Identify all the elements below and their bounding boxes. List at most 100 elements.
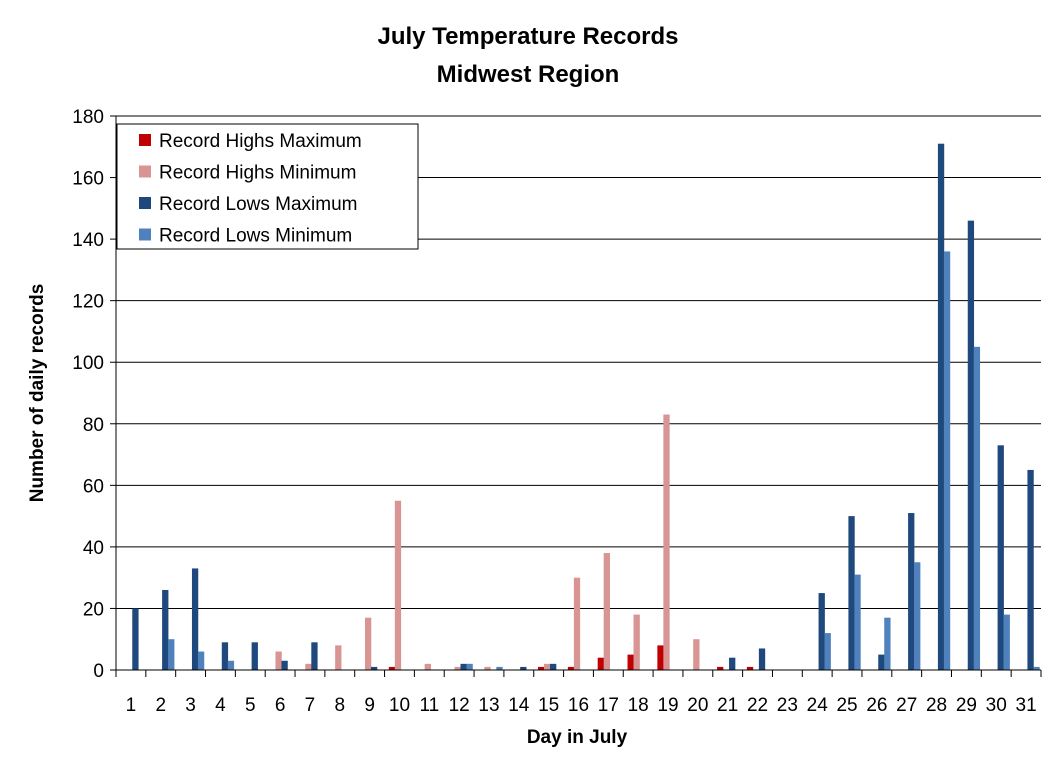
bar: [460, 663, 467, 670]
bar: [627, 654, 634, 670]
y-tick-labels: 0 20 40 60 80 100 120 140 160 180: [72, 107, 104, 682]
bar: [227, 660, 235, 670]
x-tick-label: 2: [155, 695, 166, 716]
y-tick-label: 40: [83, 538, 104, 559]
x-tick-label: 9: [364, 695, 375, 716]
bar: [878, 654, 885, 670]
bar: [162, 589, 169, 670]
x-tick-label: 6: [275, 695, 286, 716]
bar: [693, 639, 700, 670]
x-tick-label: 19: [657, 695, 678, 716]
bar: [973, 346, 981, 670]
chart-subtitle: Midwest Region: [437, 61, 620, 88]
bar: [168, 639, 175, 670]
bar: [848, 516, 855, 670]
bar: [538, 666, 545, 670]
x-tick-label: 27: [896, 695, 917, 716]
bar: [943, 251, 951, 671]
x-tick-label: 4: [215, 695, 226, 716]
x-tick-label: 8: [335, 695, 346, 716]
legend-swatch: [139, 165, 151, 178]
bar: [466, 663, 473, 670]
x-tick-label: 14: [508, 695, 530, 716]
x-tick-label: 11: [419, 695, 439, 716]
bar: [758, 648, 766, 670]
bar: [221, 642, 229, 670]
legend-label: Record Lows Maximum: [159, 194, 358, 215]
bar: [967, 220, 975, 670]
bar: [191, 568, 199, 670]
legend-label: Record Highs Minimum: [159, 163, 356, 184]
bar: [370, 666, 378, 670]
x-tick-label: 24: [807, 695, 829, 716]
x-tick-label: 1: [126, 695, 137, 716]
bar: [335, 645, 342, 670]
bar: [997, 445, 1004, 670]
bar: [544, 663, 551, 670]
x-tick-label: 29: [956, 695, 977, 716]
bar: [1033, 666, 1040, 670]
bar: [633, 614, 640, 670]
bar: [388, 666, 396, 670]
bar: [305, 663, 312, 670]
x-tick-label: 5: [245, 695, 256, 716]
bar: [1003, 614, 1010, 670]
bar: [251, 642, 258, 670]
legend-swatch: [139, 228, 151, 241]
bar: [424, 663, 431, 670]
bar: [132, 608, 139, 670]
bar: [573, 577, 581, 670]
legend-swatch: [139, 197, 151, 209]
x-tick-label: 20: [687, 695, 708, 716]
x-tick-label: 18: [628, 695, 649, 716]
bar: [496, 666, 503, 670]
legend-label: Record Highs Maximum: [159, 131, 362, 152]
bar: [914, 562, 921, 670]
x-tick-labels: 1 2 3 4 5 6 7 8 9 10 11 12 13 14 15 16 17 18 19 20 21 22 23 24 2…: [126, 695, 1037, 716]
axes: [115, 116, 1042, 677]
x-tick-label: 25: [836, 695, 857, 716]
bar: [1027, 469, 1034, 670]
bar: [657, 645, 664, 670]
chart-title: July Temperature Records: [378, 23, 679, 50]
bar: [550, 663, 557, 670]
bar: [520, 666, 527, 670]
bar: [603, 553, 610, 670]
x-tick-label: 31: [1016, 695, 1037, 716]
bar: [884, 617, 891, 670]
x-tick-label: 12: [449, 695, 470, 716]
x-tick-label: 30: [986, 695, 1007, 716]
x-tick-label: 13: [478, 695, 499, 716]
bar: [394, 500, 402, 670]
legend: Record Highs Maximum Record Highs Minimum…: [116, 123, 419, 250]
bar: [364, 617, 372, 670]
y-axis-title: Number of daily records: [27, 284, 48, 503]
y-tick-label: 100: [72, 353, 104, 374]
y-tick-label: 0: [93, 661, 104, 682]
bar: [567, 666, 575, 670]
bar: [663, 414, 670, 670]
y-tick-label: 180: [72, 107, 104, 128]
y-tick-label: 120: [72, 292, 104, 313]
bar: [597, 657, 604, 670]
x-tick-label: 26: [866, 695, 887, 716]
x-tick-label: 15: [538, 695, 559, 716]
bar: [746, 666, 754, 670]
x-axis-title: Day in July: [527, 727, 628, 748]
bar: [729, 657, 736, 670]
x-tick-label: 17: [598, 695, 619, 716]
bar: [197, 651, 205, 670]
bar: [818, 593, 825, 670]
bar: [824, 633, 831, 670]
bar: [717, 666, 724, 670]
bar: [484, 666, 491, 670]
legend-box: [116, 123, 419, 250]
y-tick-label: 80: [83, 415, 104, 436]
bar: [908, 513, 915, 670]
bar: [281, 660, 288, 670]
y-tick-label: 160: [72, 169, 104, 190]
y-tick-label: 20: [83, 599, 104, 620]
bar: [937, 143, 945, 670]
y-tick-label: 60: [83, 476, 104, 497]
